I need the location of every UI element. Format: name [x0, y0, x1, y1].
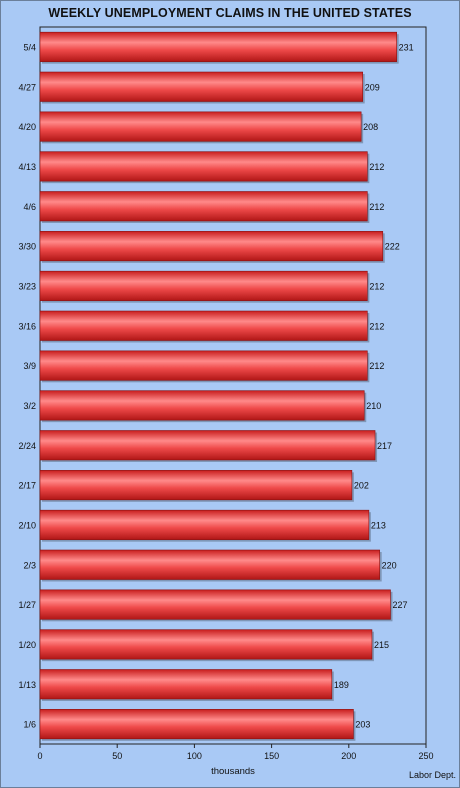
bar	[39, 310, 368, 341]
data-label: 215	[374, 640, 389, 650]
category-label: 4/20	[18, 122, 36, 132]
data-label: 213	[371, 520, 386, 530]
data-label: 203	[355, 720, 370, 730]
x-tick-label: 200	[341, 751, 356, 761]
category-label: 2/17	[18, 481, 36, 491]
data-label: 220	[382, 560, 397, 570]
category-label: 1/27	[18, 600, 36, 610]
category-label: 4/13	[18, 162, 36, 172]
x-tick-label: 100	[187, 751, 202, 761]
data-label: 231	[399, 42, 414, 52]
x-tick-label: 150	[264, 751, 279, 761]
bar	[39, 111, 362, 142]
bar	[39, 71, 363, 102]
data-label: 217	[377, 441, 392, 451]
data-label: 212	[369, 202, 384, 212]
data-label: 222	[385, 242, 400, 252]
data-label: 208	[363, 122, 378, 132]
category-label: 3/2	[23, 401, 36, 411]
category-label: 3/16	[18, 321, 36, 331]
data-label: 189	[334, 680, 349, 690]
category-label: 4/27	[18, 82, 36, 92]
category-label: 2/10	[18, 520, 36, 530]
x-tick-label: 50	[112, 751, 122, 761]
bar	[39, 231, 384, 262]
category-label: 2/24	[18, 441, 36, 451]
bar	[39, 709, 354, 740]
category-label: 4/6	[23, 202, 36, 212]
x-tick-label: 250	[418, 751, 433, 761]
data-label: 227	[392, 600, 407, 610]
data-label: 212	[369, 162, 384, 172]
category-label: 1/20	[18, 640, 36, 650]
bar	[39, 191, 368, 222]
bar	[39, 31, 397, 62]
bar	[39, 589, 391, 620]
chart-title: WEEKLY UNEMPLOYMENT CLAIMS IN THE UNITED…	[48, 6, 412, 20]
data-label: 202	[354, 481, 369, 491]
bar	[39, 151, 368, 182]
bar	[39, 270, 368, 301]
bar	[39, 470, 353, 501]
bar	[39, 509, 370, 540]
category-label: 1/6	[23, 720, 36, 730]
category-label: 3/23	[18, 281, 36, 291]
data-label: 210	[366, 401, 381, 411]
bar	[39, 390, 365, 421]
category-label: 2/3	[23, 560, 36, 570]
category-label: 5/4	[23, 42, 36, 52]
category-label: 1/13	[18, 680, 36, 690]
source-note: Labor Dept.	[408, 770, 456, 780]
bar	[39, 430, 376, 461]
x-axis-label: thousands	[211, 766, 255, 777]
bar	[39, 549, 380, 580]
data-label: 212	[369, 361, 384, 371]
category-label: 3/30	[18, 242, 36, 252]
bar	[39, 629, 373, 660]
data-label: 212	[369, 281, 384, 291]
category-label: 3/9	[23, 361, 36, 371]
plot-area	[39, 26, 427, 745]
bar	[39, 350, 368, 381]
bar	[39, 669, 333, 700]
data-label: 209	[365, 82, 380, 92]
data-label: 212	[369, 321, 384, 331]
x-tick-label: 0	[37, 751, 42, 761]
